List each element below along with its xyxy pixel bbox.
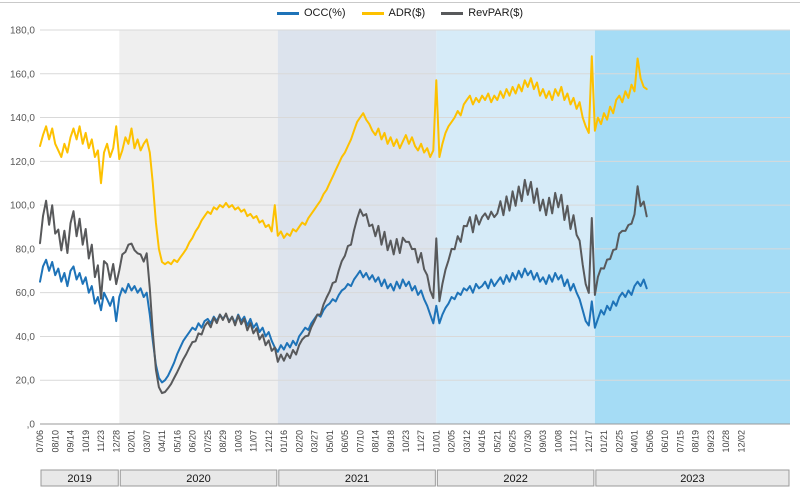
x-axis-label: 01/01 <box>431 430 441 453</box>
x-axis-label: 10/19 <box>81 430 91 453</box>
year-label: 2022 <box>503 473 527 485</box>
year-label: 2023 <box>680 473 704 485</box>
legend-item-adr[interactable]: ADR($) <box>361 7 426 19</box>
legend-item-revpar[interactable]: RevPAR($) <box>441 7 523 19</box>
legend-swatch-revpar <box>441 11 464 15</box>
x-axis-label: 10/03 <box>233 430 243 453</box>
year-label: 2019 <box>67 473 91 485</box>
x-axis-label: 03/07 <box>142 430 152 453</box>
x-axis-label: 05/16 <box>172 430 182 453</box>
x-axis-label: 10/28 <box>721 430 731 453</box>
y-axis-label: 80,0 <box>16 244 36 255</box>
series-line-occ <box>39 258 648 384</box>
x-axis-label: 11/07 <box>249 430 259 452</box>
x-axis-label: 08/14 <box>371 430 381 453</box>
x-axis-label: 06/05 <box>340 430 350 453</box>
x-axis-label: 08/10 <box>50 430 60 453</box>
y-axis-label: 160,0 <box>10 69 35 80</box>
x-axis-label: 11/27 <box>416 430 426 452</box>
legend-label: ADR($) <box>388 7 426 19</box>
x-axis-label: 06/25 <box>508 430 518 453</box>
x-axis-label: 03/12 <box>462 430 472 453</box>
year-box-2023 <box>595 469 790 487</box>
x-axis-label: 09/03 <box>538 430 548 453</box>
legend-label: OCC(%) <box>303 7 346 19</box>
x-axis-label: 05/01 <box>325 430 335 453</box>
x-axis-label: 11/12 <box>569 430 579 452</box>
x-axis-label: 07/10 <box>355 430 365 453</box>
year-band-2023 <box>594 30 790 424</box>
y-axis-label: 120,0 <box>10 157 35 168</box>
x-axis-label: 04/01 <box>630 430 640 453</box>
series-line-revpar <box>39 178 648 395</box>
x-axis-label: 10/08 <box>553 430 563 453</box>
y-axis-label: ,0 <box>27 420 36 431</box>
x-axis-label: 12/17 <box>584 430 594 453</box>
legend-item-occ[interactable]: OCC(%) <box>276 7 346 19</box>
legend-swatch-occ <box>276 11 299 15</box>
x-axis-label: 06/10 <box>660 430 670 453</box>
year-box-2020 <box>119 469 278 487</box>
y-axis-label: 40,0 <box>16 332 36 343</box>
x-axis-label: 09/23 <box>706 430 716 453</box>
series-line-adr <box>39 55 648 266</box>
x-axis-label: 01/21 <box>599 430 609 453</box>
x-axis-label: 02/05 <box>447 430 457 453</box>
x-axis-label: 07/06 <box>35 430 45 453</box>
x-axis-label: 07/15 <box>675 430 685 453</box>
x-axis-label: 06/20 <box>188 430 198 453</box>
year-box-2019 <box>40 469 119 487</box>
legend-swatch-adr <box>361 11 384 15</box>
x-axis-label: 11/23 <box>96 430 106 452</box>
top-divider <box>0 2 800 3</box>
x-axis-label: 12/02 <box>736 430 746 453</box>
x-axis-label: 09/14 <box>66 430 76 453</box>
x-axis-label: 02/01 <box>127 430 137 453</box>
x-axis-label: 05/06 <box>645 430 655 453</box>
y-axis-label: 60,0 <box>16 288 36 299</box>
chart-legend: OCC(%) ADR($) RevPAR($) <box>0 7 800 19</box>
y-axis-label: 180,0 <box>10 26 35 37</box>
x-axis-label: 12/12 <box>264 430 274 453</box>
x-axis-label: 07/25 <box>203 430 213 453</box>
legend-label: RevPAR($) <box>468 7 524 19</box>
year-label: 2021 <box>345 473 369 485</box>
x-axis-label: 02/25 <box>614 430 624 453</box>
x-axis-label: 10/23 <box>401 430 411 453</box>
x-axis-label: 01/16 <box>279 430 289 453</box>
x-axis-label: 02/20 <box>294 430 304 453</box>
x-axis-label: 09/18 <box>386 430 396 453</box>
y-axis-label: 20,0 <box>16 376 36 387</box>
x-axis-label: 07/30 <box>523 430 533 453</box>
x-axis-label: 08/19 <box>691 430 701 453</box>
year-box-2022 <box>436 469 595 487</box>
year-box-2021 <box>278 469 436 487</box>
x-axis-label: 12/28 <box>111 430 121 453</box>
year-band-2021 <box>277 30 437 424</box>
x-axis-label: 04/16 <box>477 430 487 453</box>
x-axis-label: 03/27 <box>310 430 320 453</box>
year-label: 2020 <box>186 473 210 485</box>
x-axis-label: 08/29 <box>218 430 228 453</box>
x-axis-label: 05/21 <box>492 430 502 453</box>
y-axis-label: 140,0 <box>10 113 35 124</box>
x-axis-label: 04/11 <box>157 430 167 452</box>
y-axis-label: 100,0 <box>10 201 35 212</box>
